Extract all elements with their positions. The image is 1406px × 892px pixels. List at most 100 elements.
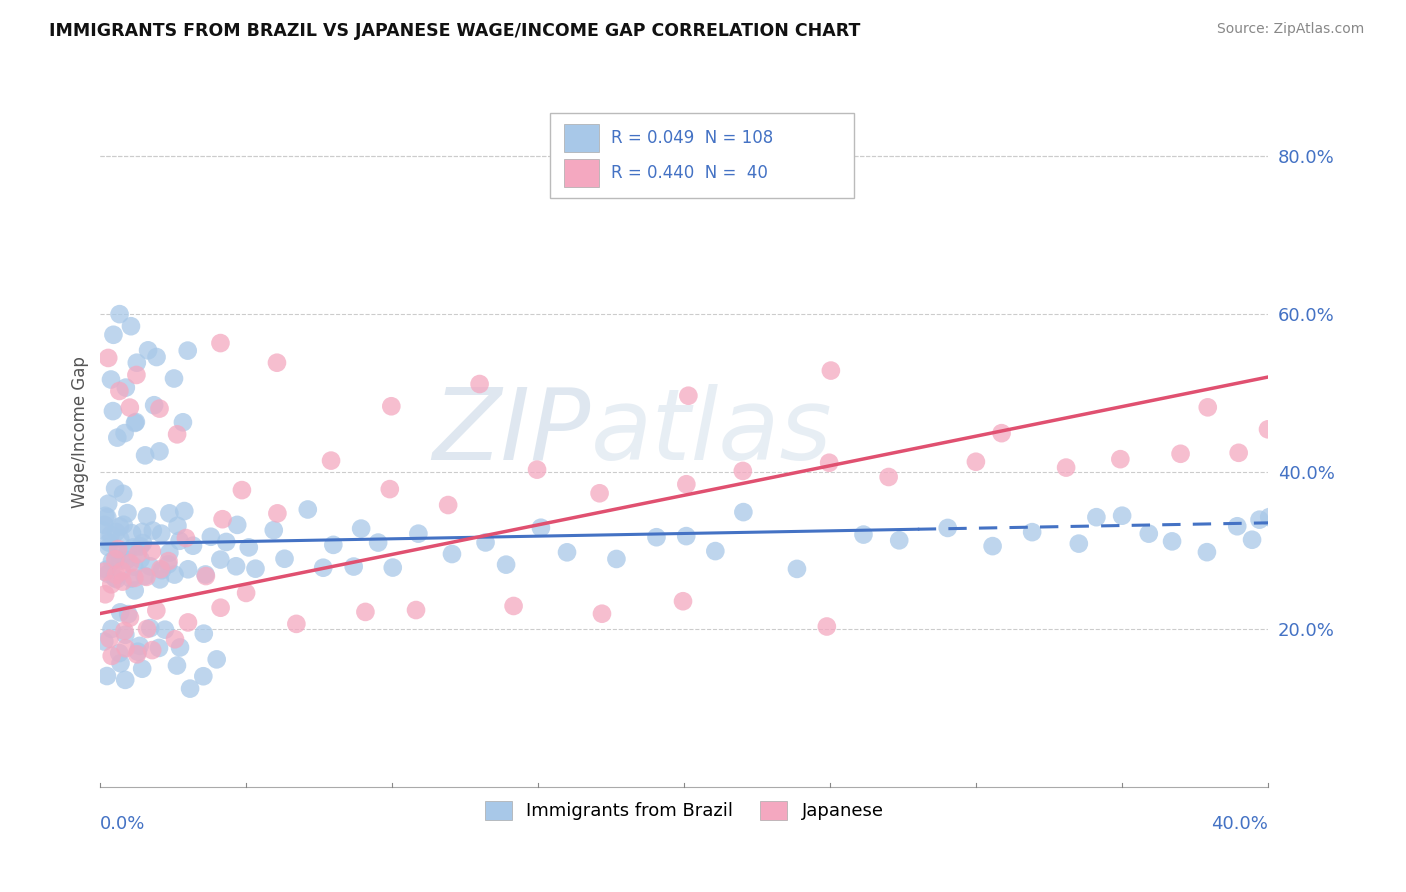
Point	[877, 470, 900, 484]
Point	[378, 482, 401, 496]
Text: 0.0%: 0.0%	[100, 815, 146, 833]
Point	[104, 482, 127, 496]
Point	[101, 554, 124, 568]
Point	[193, 669, 215, 683]
Point	[139, 559, 162, 574]
Point	[107, 547, 129, 561]
Point	[145, 603, 167, 617]
Point	[93, 517, 115, 532]
Point	[1137, 526, 1160, 541]
Point	[111, 564, 134, 578]
Point	[153, 623, 176, 637]
Point	[343, 559, 366, 574]
Point	[591, 607, 613, 621]
Point	[128, 639, 150, 653]
Point	[215, 535, 238, 549]
Point	[312, 560, 335, 574]
Point	[127, 547, 149, 561]
Point	[1257, 422, 1279, 436]
Point	[157, 554, 180, 568]
Point	[231, 483, 253, 497]
Point	[1227, 446, 1250, 460]
Point	[108, 519, 131, 533]
Point	[1241, 533, 1264, 547]
Point	[166, 518, 188, 533]
Point	[97, 540, 120, 554]
Point	[936, 521, 959, 535]
Point	[502, 599, 524, 613]
Point	[157, 558, 180, 572]
Point	[169, 640, 191, 655]
Point	[1054, 460, 1077, 475]
Point	[105, 551, 128, 566]
Point	[238, 541, 260, 555]
Point	[1312, 539, 1334, 553]
Point	[1226, 519, 1249, 533]
Point	[319, 453, 342, 467]
Point	[526, 463, 548, 477]
Point	[125, 415, 148, 429]
Point	[965, 455, 987, 469]
Point	[405, 603, 427, 617]
Point	[136, 343, 159, 358]
Point	[1109, 452, 1132, 467]
Point	[97, 497, 120, 511]
Point	[263, 523, 285, 537]
Point	[94, 587, 117, 601]
Point	[129, 552, 152, 566]
Point	[148, 640, 170, 655]
FancyBboxPatch shape	[564, 159, 599, 187]
Point	[474, 535, 496, 549]
Point	[124, 559, 146, 574]
Point	[100, 648, 122, 663]
Point	[177, 343, 200, 358]
Point	[381, 560, 404, 574]
Point	[114, 381, 136, 395]
Point	[672, 594, 695, 608]
Point	[818, 456, 841, 470]
Point	[166, 427, 188, 442]
Point	[1368, 268, 1391, 283]
Point	[163, 371, 186, 385]
Point	[105, 431, 128, 445]
FancyBboxPatch shape	[550, 113, 853, 198]
Point	[122, 541, 145, 555]
Point	[1393, 458, 1406, 472]
Point	[94, 508, 117, 523]
Point	[173, 504, 195, 518]
Point	[285, 616, 308, 631]
Point	[226, 517, 249, 532]
Point	[93, 634, 115, 648]
Point	[1368, 521, 1391, 535]
Point	[200, 530, 222, 544]
Point	[135, 570, 157, 584]
Point	[1286, 525, 1309, 540]
Point	[408, 526, 430, 541]
Point	[1351, 527, 1374, 541]
Point	[981, 539, 1004, 553]
Point	[124, 416, 146, 430]
Point	[1316, 419, 1339, 434]
Point	[114, 673, 136, 687]
Y-axis label: Wage/Income Gap: Wage/Income Gap	[72, 356, 89, 508]
Point	[136, 509, 159, 524]
Point	[96, 669, 118, 683]
Point	[103, 327, 125, 342]
Point	[786, 562, 808, 576]
Point	[100, 528, 122, 542]
Point	[105, 572, 128, 586]
Text: atlas: atlas	[591, 384, 832, 481]
Point	[120, 556, 142, 570]
Text: R = 0.440  N =  40: R = 0.440 N = 40	[610, 164, 768, 182]
Point	[108, 646, 131, 660]
Point	[733, 505, 755, 519]
Point	[1067, 536, 1090, 550]
Point	[889, 533, 911, 548]
Point	[990, 426, 1012, 441]
Point	[115, 553, 138, 567]
Point	[1111, 508, 1133, 523]
Point	[1353, 508, 1375, 522]
Point	[645, 530, 668, 544]
Point	[149, 562, 172, 576]
Point	[555, 545, 578, 559]
